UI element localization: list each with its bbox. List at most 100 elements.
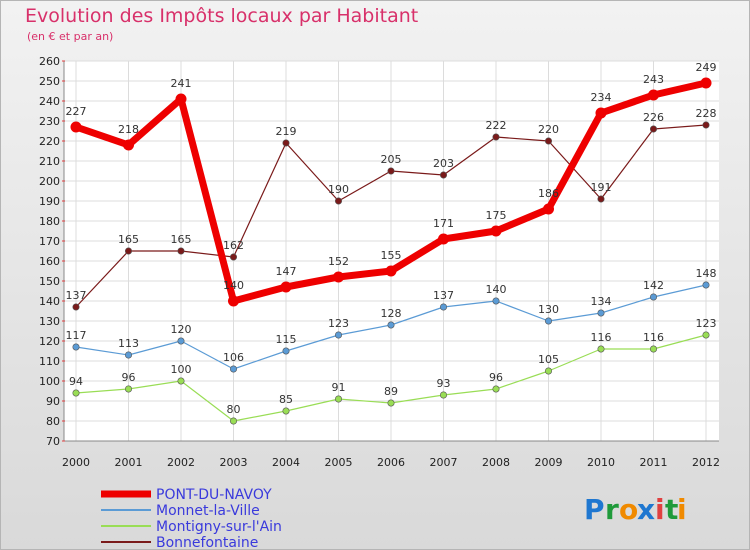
data-point — [282, 347, 290, 355]
data-label: 228 — [696, 107, 717, 120]
data-label: 96 — [122, 371, 136, 384]
brand-letter: t — [665, 493, 678, 526]
data-label: 140 — [486, 283, 507, 296]
data-label: 137 — [66, 289, 87, 302]
data-point — [125, 247, 133, 255]
data-point — [492, 385, 500, 393]
y-tick-label: 210 — [39, 155, 60, 168]
data-point — [544, 367, 552, 375]
chart-title: Evolution des Impôts locaux par Habitant — [25, 5, 419, 27]
data-point — [649, 345, 657, 353]
data-point — [177, 337, 185, 345]
data-point — [490, 225, 502, 237]
data-point — [597, 195, 605, 203]
data-label: 80 — [227, 403, 241, 416]
data-label: 113 — [118, 337, 139, 350]
y-tick-label: 150 — [39, 275, 60, 288]
data-label: 105 — [538, 353, 559, 366]
data-point — [702, 331, 710, 339]
data-point — [282, 407, 290, 415]
data-label: 165 — [171, 233, 192, 246]
data-label: 93 — [437, 377, 451, 390]
x-tick-label: 2012 — [692, 456, 720, 469]
data-point — [544, 317, 552, 325]
y-tick-label: 180 — [39, 215, 60, 228]
x-tick-label: 2004 — [272, 456, 300, 469]
data-point — [439, 303, 447, 311]
data-label: 130 — [538, 303, 559, 316]
data-label: 137 — [433, 289, 454, 302]
data-point — [597, 345, 605, 353]
data-point — [597, 309, 605, 317]
y-tick-label: 260 — [39, 55, 60, 68]
data-label: 134 — [591, 295, 612, 308]
x-tick-label: 2003 — [220, 456, 248, 469]
data-label: 140 — [223, 279, 244, 292]
x-tick-label: 2009 — [535, 456, 563, 469]
y-tick-label: 250 — [39, 75, 60, 88]
y-tick-label: 140 — [39, 295, 60, 308]
chart-subtitle: (en € et par an) — [27, 30, 114, 43]
data-point — [543, 203, 554, 215]
x-tick-label: 2007 — [430, 456, 458, 469]
x-tick-label: 2006 — [377, 456, 405, 469]
legend-label: Bonnefontaine — [156, 535, 258, 549]
y-tick-label: 100 — [39, 375, 60, 388]
x-tick-label: 2010 — [587, 456, 615, 469]
data-point — [387, 167, 395, 175]
data-label: 241 — [171, 77, 192, 90]
data-point — [334, 197, 342, 205]
x-tick-label: 2008 — [482, 456, 510, 469]
legend-label: PONT-DU-NAVOY — [156, 487, 272, 503]
data-label: 175 — [486, 209, 507, 222]
data-label: 234 — [591, 91, 612, 104]
data-point — [280, 281, 292, 293]
data-point — [702, 121, 710, 129]
data-label: 147 — [276, 265, 297, 278]
x-tick-label: 2005 — [325, 456, 353, 469]
brand-letter: i — [655, 493, 665, 526]
data-label: 116 — [591, 331, 612, 344]
data-label: 191 — [591, 181, 612, 194]
data-label: 123 — [696, 317, 717, 330]
x-tick-label: 2000 — [62, 456, 90, 469]
data-label: 171 — [433, 217, 454, 230]
data-label: 96 — [489, 371, 503, 384]
y-tick-label: 170 — [39, 235, 60, 248]
data-label: 205 — [381, 153, 402, 166]
data-label: 91 — [332, 381, 346, 394]
data-label: 116 — [643, 331, 664, 344]
data-point — [282, 139, 290, 147]
data-point — [125, 385, 133, 393]
data-point — [125, 351, 133, 359]
data-point — [230, 253, 238, 261]
brand-letter: o — [619, 493, 638, 526]
data-point — [334, 395, 342, 403]
data-point — [544, 137, 552, 145]
data-label: 85 — [279, 393, 293, 406]
data-point — [70, 121, 82, 133]
data-point — [385, 265, 397, 277]
data-label: 203 — [433, 157, 454, 170]
data-point — [492, 133, 500, 141]
data-label: 152 — [328, 255, 349, 268]
y-tick-label: 110 — [39, 355, 60, 368]
data-label: 106 — [223, 351, 244, 364]
data-label: 190 — [328, 183, 349, 196]
data-point — [230, 365, 238, 373]
data-point — [439, 171, 447, 179]
data-label: 165 — [118, 233, 139, 246]
data-point — [649, 125, 657, 133]
x-tick-label: 2002 — [167, 456, 195, 469]
data-point — [439, 391, 447, 399]
data-point — [595, 107, 607, 119]
data-point — [700, 77, 712, 89]
data-label: 94 — [69, 375, 83, 388]
data-point — [334, 331, 342, 339]
data-label: 89 — [384, 385, 398, 398]
data-point — [438, 233, 449, 245]
data-point — [333, 271, 344, 283]
data-point — [230, 417, 238, 425]
data-label: 128 — [381, 307, 402, 320]
